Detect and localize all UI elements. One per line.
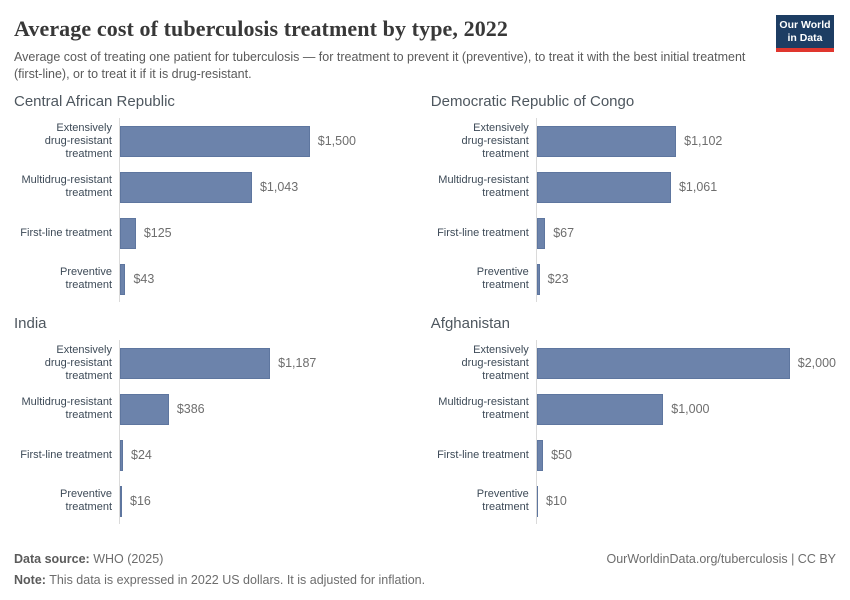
data-source-label: Data source: xyxy=(14,552,90,566)
value-label: $1,000 xyxy=(671,402,710,417)
bar-cell: $1,500 xyxy=(119,118,417,165)
category-label: Multidrug-resistant treatment xyxy=(21,396,112,422)
bar-cell: $43 xyxy=(119,256,417,303)
bar[interactable] xyxy=(120,485,123,517)
value-label: $16 xyxy=(130,494,151,509)
bar-cell: $50 xyxy=(535,432,836,479)
data-source-value: WHO (2025) xyxy=(89,552,164,566)
bar[interactable] xyxy=(536,439,544,471)
category-label: Preventive treatment xyxy=(476,266,529,292)
value-label: $386 xyxy=(176,402,205,417)
bar-cell: $1,043 xyxy=(119,164,417,211)
facet-title: India xyxy=(14,315,47,333)
data-source-line: Data source: WHO (2025) xyxy=(14,552,425,566)
bar-cell: $1,102 xyxy=(535,118,836,165)
bar-cell: $16 xyxy=(119,478,417,525)
value-label: $1,500 xyxy=(317,134,356,149)
bar-cell: $10 xyxy=(535,478,836,525)
facet-panel: Democratic Republic of Congo Extensively… xyxy=(430,91,836,303)
facet-body: Extensively drug-resistant treatment $1,… xyxy=(14,118,417,303)
bar[interactable] xyxy=(120,347,271,379)
bar-cell: $1,187 xyxy=(119,340,417,387)
bar-cell: $67 xyxy=(535,210,836,257)
category-label: First-line treatment xyxy=(20,226,112,239)
value-label: $2,000 xyxy=(797,356,836,371)
bar[interactable] xyxy=(536,217,546,249)
value-label: $24 xyxy=(131,448,152,463)
facet-body: Extensively drug-resistant treatment $1,… xyxy=(14,340,417,525)
category-label: Extensively drug-resistant treatment xyxy=(461,343,529,382)
bar-cell: $2,000 xyxy=(535,340,836,387)
facet-panel: India Extensively drug-resistant treatme… xyxy=(14,313,417,525)
owid-logo: Our World in Data xyxy=(776,15,834,53)
bar[interactable] xyxy=(536,171,671,203)
category-label: Multidrug-resistant treatment xyxy=(21,174,112,200)
facet-body: Extensively drug-resistant treatment $2,… xyxy=(431,340,836,525)
category-label: Extensively drug-resistant treatment xyxy=(44,121,112,160)
bar[interactable] xyxy=(536,125,677,157)
facet-title: Democratic Republic of Congo xyxy=(430,93,635,111)
facet-panel: Afghanistan Extensively drug-resistant t… xyxy=(430,313,836,525)
chart-subtitle: Average cost of treating one patient for… xyxy=(14,50,746,81)
category-label: First-line treatment xyxy=(437,226,529,239)
value-label: $23 xyxy=(547,272,569,287)
bar-cell: $24 xyxy=(119,432,417,479)
value-label: $50 xyxy=(551,448,572,463)
bar-cell: $386 xyxy=(119,386,417,433)
category-label: Preventive treatment xyxy=(476,488,529,514)
facet-title: Afghanistan xyxy=(430,315,510,333)
facet-body: Extensively drug-resistant treatment $1,… xyxy=(431,118,836,303)
owid-logo-line1: Our World xyxy=(779,19,831,31)
value-label: $43 xyxy=(133,272,155,287)
facet-title: Central African Republic xyxy=(14,93,175,111)
bar[interactable] xyxy=(120,393,169,425)
bar[interactable] xyxy=(120,263,126,295)
note-label: Note: xyxy=(14,573,46,587)
bar[interactable] xyxy=(536,347,790,379)
category-label: Extensively drug-resistant treatment xyxy=(461,121,529,160)
bar[interactable] xyxy=(536,485,539,517)
page-title: Average cost of tuberculosis treatment b… xyxy=(14,16,509,41)
value-label: $125 xyxy=(143,226,172,241)
note-value: This data is expressed in 2022 US dollar… xyxy=(45,573,426,587)
value-label: $1,187 xyxy=(278,356,317,371)
note-line: Note: This data is expressed in 2022 US … xyxy=(14,573,425,587)
value-label: $1,102 xyxy=(684,134,723,149)
chart-header: Average cost of tuberculosis treatment b… xyxy=(0,0,850,82)
category-label: Preventive treatment xyxy=(60,488,112,514)
footer-left: Data source: WHO (2025) Note: This data … xyxy=(14,552,425,587)
bar-cell: $1,061 xyxy=(535,164,836,211)
bar[interactable] xyxy=(536,263,540,295)
facet-grid: Central African Republic Extensively dru… xyxy=(0,91,850,525)
category-label: First-line treatment xyxy=(437,448,529,461)
chart-footer: Data source: WHO (2025) Note: This data … xyxy=(14,552,836,587)
value-label: $67 xyxy=(553,226,575,241)
bar[interactable] xyxy=(120,439,124,471)
bar[interactable] xyxy=(120,171,252,203)
bar[interactable] xyxy=(120,217,136,249)
value-label: $10 xyxy=(546,494,567,509)
facet-panel: Central African Republic Extensively dru… xyxy=(14,91,417,303)
bar-cell: $1,000 xyxy=(535,386,836,433)
category-label: Extensively drug-resistant treatment xyxy=(44,343,112,382)
owid-link[interactable]: OurWorldinData.org/tuberculosis | CC BY xyxy=(606,552,837,566)
category-label: Preventive treatment xyxy=(60,266,112,292)
bar-cell: $125 xyxy=(119,210,417,257)
category-label: Multidrug-resistant treatment xyxy=(438,396,529,422)
owid-logo-line2: in Data xyxy=(787,32,823,45)
value-label: $1,061 xyxy=(678,180,718,195)
category-label: Multidrug-resistant treatment xyxy=(438,174,529,200)
bar[interactable] xyxy=(120,125,310,157)
category-label: First-line treatment xyxy=(20,448,112,461)
bar[interactable] xyxy=(536,393,664,425)
bar-cell: $23 xyxy=(535,256,836,303)
value-label: $1,043 xyxy=(259,180,299,195)
